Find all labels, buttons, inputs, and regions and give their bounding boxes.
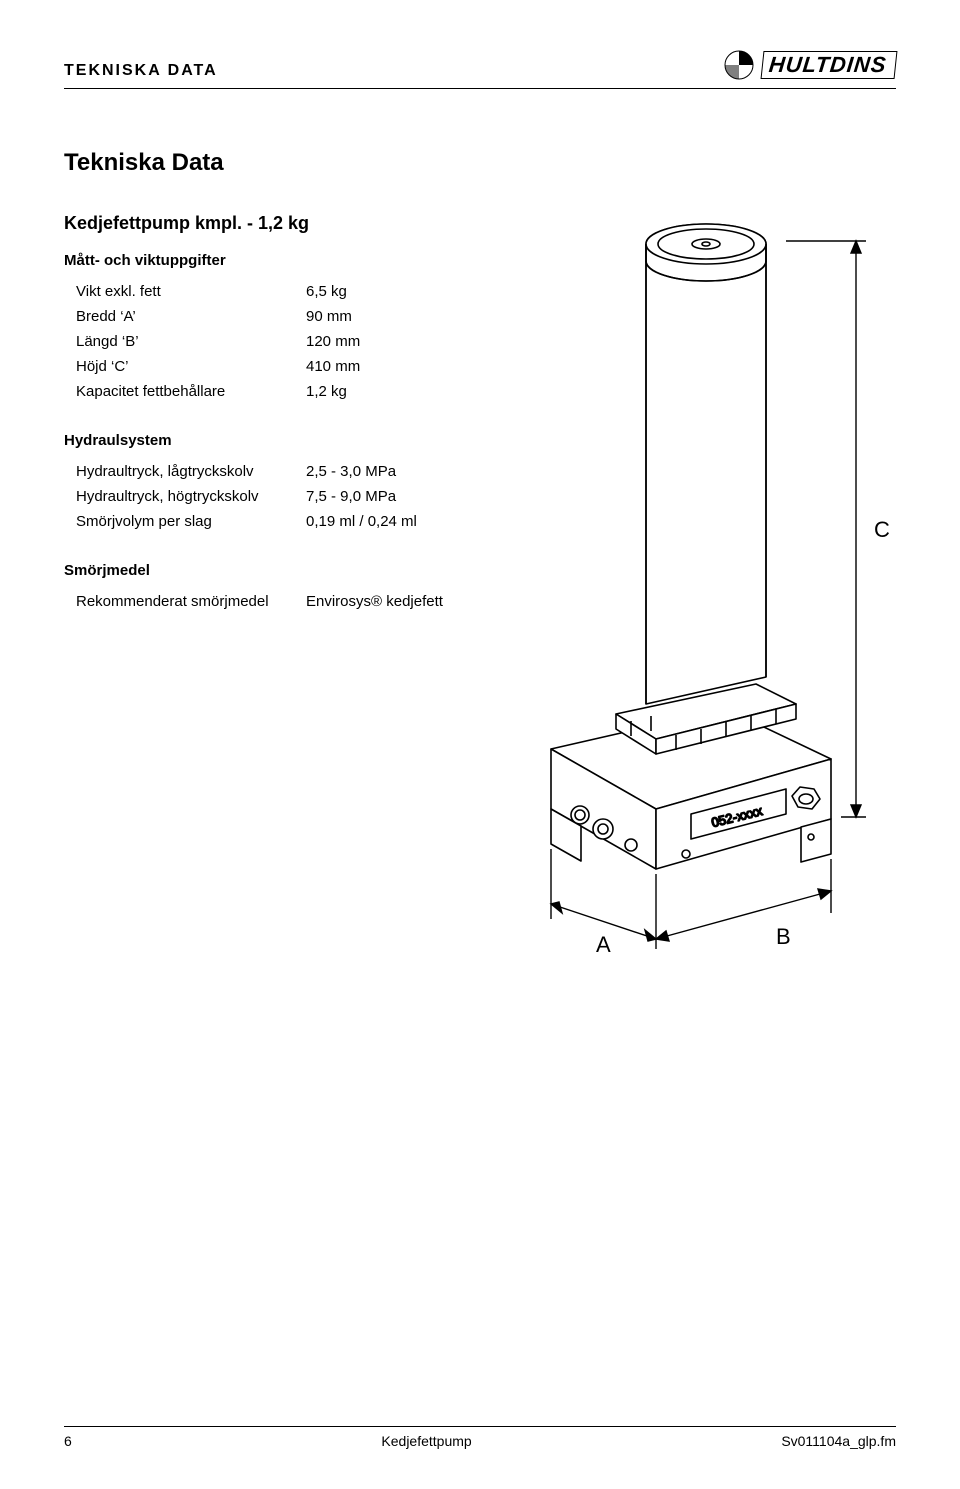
- svg-text:B: B: [776, 924, 791, 949]
- spec-table-hydraulics: Hydraultryck, lågtryckskolv2,5 - 3,0 MPa…: [76, 459, 417, 534]
- table-row: Vikt exkl. fett6,5 kg: [76, 279, 360, 304]
- table-row: Rekommenderat smörjmedelEnvirosys® kedje…: [76, 589, 443, 614]
- technical-drawing: 052-xxxx: [520, 149, 896, 969]
- spec-value: 2,5 - 3,0 MPa: [306, 459, 417, 484]
- spec-value: 7,5 - 9,0 MPa: [306, 484, 417, 509]
- table-row: Höjd ‘C’410 mm: [76, 354, 360, 379]
- brand-name: HULTDINS: [761, 51, 898, 79]
- page-header: TEKNISKA DATA HULTDINS: [64, 48, 896, 89]
- footer-center: Kedjefettpump: [381, 1433, 471, 1449]
- spec-value: 410 mm: [306, 354, 360, 379]
- table-row: Kapacitet fettbehållare1,2 kg: [76, 379, 360, 404]
- spec-label: Kapacitet fettbehållare: [76, 379, 306, 404]
- table-row: Smörjvolym per slag0,19 ml / 0,24 ml: [76, 509, 417, 534]
- table-row: Hydraultryck, lågtryckskolv2,5 - 3,0 MPa: [76, 459, 417, 484]
- page-subtitle: Kedjefettpump kmpl. - 1,2 kg: [64, 213, 484, 234]
- logo-icon: [722, 48, 756, 82]
- footer-filename: Sv011104a_glp.fm: [781, 1433, 896, 1449]
- spec-value: 120 mm: [306, 329, 360, 354]
- table-row: Längd ‘B’120 mm: [76, 329, 360, 354]
- page-footer: 6 Kedjefettpump Sv011104a_glp.fm: [64, 1426, 896, 1449]
- spec-label: Vikt exkl. fett: [76, 279, 306, 304]
- spec-label: Smörjvolym per slag: [76, 509, 306, 534]
- spec-value: 1,2 kg: [306, 379, 360, 404]
- spec-table-dimensions: Vikt exkl. fett6,5 kg Bredd ‘A’90 mm Län…: [76, 279, 360, 404]
- footer-page-number: 6: [64, 1433, 72, 1449]
- spec-value: 6,5 kg: [306, 279, 360, 304]
- svg-text:C: C: [874, 517, 890, 542]
- group-heading-lubricant: Smörjmedel: [64, 562, 484, 579]
- spec-label: Bredd ‘A’: [76, 304, 306, 329]
- spec-table-lubricant: Rekommenderat smörjmedelEnvirosys® kedje…: [76, 589, 443, 614]
- spec-label: Hydraultryck, högtryckskolv: [76, 484, 306, 509]
- spec-value: Envirosys® kedjefett: [306, 589, 443, 614]
- group-heading-dimensions: Mått- och viktuppgifter: [64, 252, 484, 269]
- spec-label: Längd ‘B’: [76, 329, 306, 354]
- spec-label: Rekommenderat smörjmedel: [76, 589, 306, 614]
- spec-value: 0,19 ml / 0,24 ml: [306, 509, 417, 534]
- table-row: Hydraultryck, högtryckskolv7,5 - 9,0 MPa: [76, 484, 417, 509]
- spec-value: 90 mm: [306, 304, 360, 329]
- table-row: Bredd ‘A’90 mm: [76, 304, 360, 329]
- spec-label: Höjd ‘C’: [76, 354, 306, 379]
- spec-label: Hydraultryck, lågtryckskolv: [76, 459, 306, 484]
- brand-logo: HULTDINS: [722, 48, 896, 82]
- header-section-title: TEKNISKA DATA: [64, 48, 218, 80]
- page-title: Tekniska Data: [64, 149, 484, 177]
- svg-text:A: A: [596, 932, 611, 957]
- group-heading-hydraulics: Hydraulsystem: [64, 432, 484, 449]
